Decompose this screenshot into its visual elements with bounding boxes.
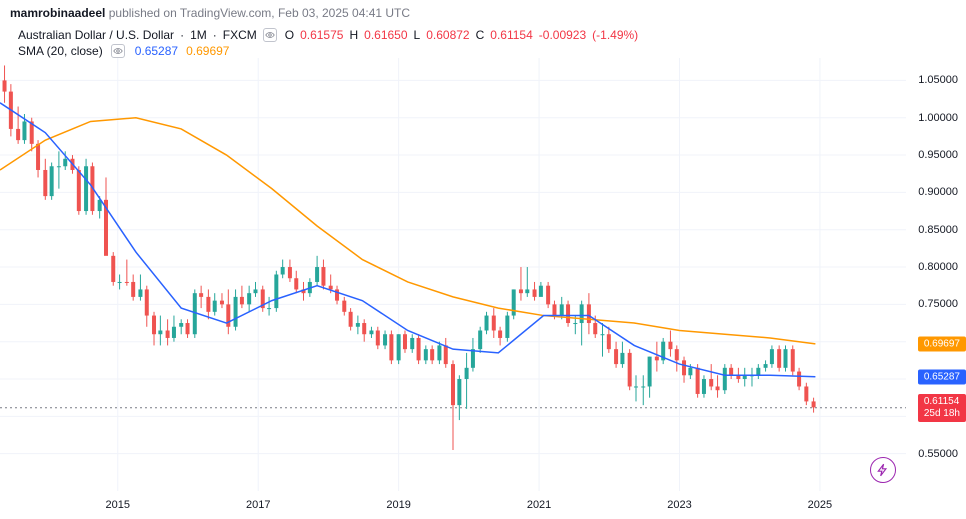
y-label: 0.85000 [918,224,958,236]
username: mamrobinaadeel [10,6,105,20]
close-label: C [476,28,485,42]
x-label: 2017 [246,499,270,511]
y-label: 0.90000 [918,186,958,198]
symbol-name[interactable]: Australian Dollar / U.S. Dollar [18,28,174,42]
site-name: TradingView.com [180,6,271,20]
sma-value-2: 0.69697 [186,44,229,58]
x-label: 2015 [106,499,130,511]
low-label: L [414,28,421,42]
chart-svg[interactable] [0,58,906,491]
x-label: 2021 [527,499,551,511]
y-label: 1.05000 [918,74,958,86]
price-tag-orange: 0.69697 [918,336,966,351]
x-label: 2019 [386,499,410,511]
published-label: published on [109,6,177,20]
chart-area[interactable] [0,58,906,491]
y-axis[interactable]: 1.05000 1.00000 0.95000 0.90000 0.85000 0.800… [906,58,966,491]
interval: 1M [190,28,207,42]
open-value: 0.61575 [300,28,343,42]
y-label: 0.75000 [918,298,958,310]
exchange: FXCM [223,28,257,42]
lightning-icon[interactable] [870,457,896,483]
sma-value-1: 0.65287 [135,44,178,58]
price-tag-current: 0.6115425d 18h [918,394,966,422]
sma-label[interactable]: SMA (20, close) [18,44,103,58]
price-tag-blue: 0.65287 [918,369,966,384]
high-value: 0.61650 [364,28,407,42]
y-label: 1.00000 [918,112,958,124]
change-value: -0.00923 [539,28,586,42]
close-value: 0.61154 [490,28,533,42]
x-label: 2025 [808,499,832,511]
publish-header: mamrobinaadeel published on TradingView.… [0,0,966,26]
y-label: 0.95000 [918,149,958,161]
high-label: H [349,28,358,42]
open-label: O [285,28,294,42]
change-pct: (-1.49%) [592,28,638,42]
symbol-info-row: Australian Dollar / U.S. Dollar · 1M · F… [0,26,966,42]
timestamp: Feb 03, 2025 04:41 UTC [278,6,410,20]
visibility-icon[interactable] [263,28,277,42]
y-label: 0.55000 [918,448,958,460]
sma-visibility-icon[interactable] [111,44,125,58]
x-label: 2023 [667,499,691,511]
low-value: 0.60872 [426,28,469,42]
x-axis[interactable]: 2015 2017 2019 2021 2023 2025 [0,491,906,519]
y-label: 0.80000 [918,261,958,273]
